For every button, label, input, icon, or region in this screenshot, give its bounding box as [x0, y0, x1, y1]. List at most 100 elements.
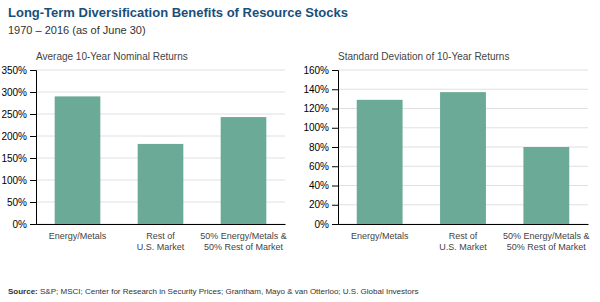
y-tick-label: 300%: [1, 87, 27, 98]
y-tick: 120%: [303, 103, 338, 114]
x-tick-label-line: Energy/Metals: [351, 231, 409, 241]
y-tick-label: 40%: [309, 180, 329, 191]
subtitle: 1970 – 2016 (as of June 30): [8, 24, 146, 36]
y-tick: 20%: [309, 199, 338, 210]
grid-line: [338, 89, 588, 90]
x-axis-line: [339, 224, 589, 225]
y-tick: 50%: [7, 197, 36, 208]
y-tick-mark: [30, 202, 36, 203]
y-tick-label: 120%: [303, 103, 329, 114]
bar: [523, 147, 569, 224]
x-tick-label-line: 50% Rest of Market: [507, 242, 587, 252]
x-axis: Energy/Metals Rest ofU.S. Market 50% Energ…: [339, 225, 590, 253]
x-tick-label: Energy/Metals: [49, 231, 107, 241]
grid: [338, 70, 588, 224]
y-axis: 0% 50% 100% 150% 200% 250% 300% 350%: [1, 65, 36, 230]
bar: [440, 92, 486, 224]
y-tick: 100%: [1, 175, 36, 186]
panel: 0% 50% 100% 150% 200% 250% 300% 350% Energy/Meta…: [1, 51, 286, 252]
x-tick-label-line: Energy/Metals: [49, 231, 107, 241]
y-tick: 250%: [1, 109, 36, 120]
y-tick-label: 80%: [309, 142, 329, 153]
y-tick: 0%: [13, 219, 36, 230]
y-axis-line: [30, 71, 37, 225]
chart-title: Average 10-Year Nominal Returns: [36, 51, 188, 62]
x-tick-label: Rest ofU.S. Market: [439, 231, 487, 252]
y-tick-label: 140%: [303, 84, 329, 95]
y-tick: 200%: [1, 131, 36, 142]
title: Long-Term Diversification Benefits of Re…: [8, 5, 348, 20]
y-tick-label: 350%: [1, 65, 27, 76]
bar: [221, 117, 267, 224]
source-text: S&P; MSCI; Center for Research in Securi…: [38, 287, 419, 296]
y-tick-label: 160%: [303, 65, 329, 76]
x-axis-line: [37, 224, 286, 225]
bars: [357, 92, 570, 224]
panel: 0% 20% 40% 60% 80% 100% 120% 140% 160% Energy/Met…: [303, 51, 589, 252]
source-label: Source:: [8, 287, 38, 296]
y-tick-mark: [332, 166, 338, 167]
y-tick-mark: [332, 70, 338, 71]
y-tick-mark: [30, 92, 36, 93]
y-tick: 80%: [309, 142, 338, 153]
y-tick-label: 150%: [1, 153, 27, 164]
y-axis-line: [332, 71, 339, 225]
y-tick: 160%: [303, 65, 338, 76]
y-tick-label: 0%: [13, 219, 28, 230]
x-tick-label-line: Rest of: [449, 231, 478, 241]
bar: [55, 96, 101, 224]
x-tick: 50% Energy/Metals &50% Rest of Market: [503, 231, 590, 252]
y-tick: 60%: [309, 161, 338, 172]
x-tick-label: Energy/Metals: [351, 231, 409, 241]
y-tick-label: 60%: [309, 161, 329, 172]
y-tick: 100%: [303, 122, 338, 133]
x-tick-label: 50% Energy/Metals &50% Rest of Market: [503, 231, 590, 252]
y-tick-label: 200%: [1, 131, 27, 142]
x-tick-label: 50% Energy/Metals &50% Rest of Market: [200, 231, 287, 252]
x-axis: Energy/Metals Rest ofU.S. Market 50% Energ…: [37, 225, 287, 253]
x-tick: Rest ofU.S. Market: [439, 231, 487, 252]
y-tick-mark: [30, 70, 36, 71]
x-tick-label-line: 50% Energy/Metals &: [503, 231, 590, 241]
x-tick-label-line: U.S. Market: [439, 242, 487, 252]
y-tick-label: 0%: [315, 219, 330, 230]
y-tick-label: 50%: [7, 197, 27, 208]
grid-line: [36, 92, 285, 93]
y-tick-mark: [332, 205, 338, 206]
y-tick-mark: [332, 224, 338, 225]
y-tick-mark: [332, 147, 338, 148]
y-tick-mark: [332, 186, 338, 187]
y-tick: 40%: [309, 180, 338, 191]
y-tick-mark: [332, 109, 338, 110]
x-tick-label-line: U.S. Market: [137, 242, 185, 252]
y-tick: 140%: [303, 84, 338, 95]
grid-line: [36, 70, 285, 71]
y-tick-mark: [30, 180, 36, 181]
y-tick-mark: [332, 128, 338, 129]
y-tick-label: 250%: [1, 109, 27, 120]
grid-line: [338, 70, 588, 71]
x-tick: 50% Energy/Metals &50% Rest of Market: [200, 231, 287, 252]
y-tick: 300%: [1, 87, 36, 98]
x-tick: Energy/Metals: [351, 231, 409, 241]
y-tick-mark: [30, 136, 36, 137]
chart-root: Long-Term Diversification Benefits of Re…: [0, 0, 600, 302]
x-tick-label-line: 50% Rest of Market: [204, 242, 284, 252]
source-note: Source: S&P; MSCI; Center for Research i…: [8, 287, 418, 296]
bars: [55, 96, 267, 224]
bar: [357, 100, 403, 224]
y-tick-label: 100%: [1, 175, 27, 186]
x-tick-label-line: 50% Energy/Metals &: [200, 231, 287, 241]
y-axis: 0% 20% 40% 60% 80% 100% 120% 140% 160%: [303, 65, 338, 230]
y-tick-mark: [30, 114, 36, 115]
y-tick-mark: [30, 224, 36, 225]
y-tick-label: 20%: [309, 199, 329, 210]
x-tick-label: Rest ofU.S. Market: [137, 231, 185, 252]
y-tick-label: 100%: [303, 122, 329, 133]
x-tick: Rest ofU.S. Market: [137, 231, 185, 252]
chart-title: Standard Deviation of 10-Year Returns: [338, 51, 509, 62]
y-tick: 0%: [315, 219, 338, 230]
grid: [36, 70, 285, 224]
x-tick-label-line: Rest of: [146, 231, 175, 241]
bar: [138, 144, 184, 224]
